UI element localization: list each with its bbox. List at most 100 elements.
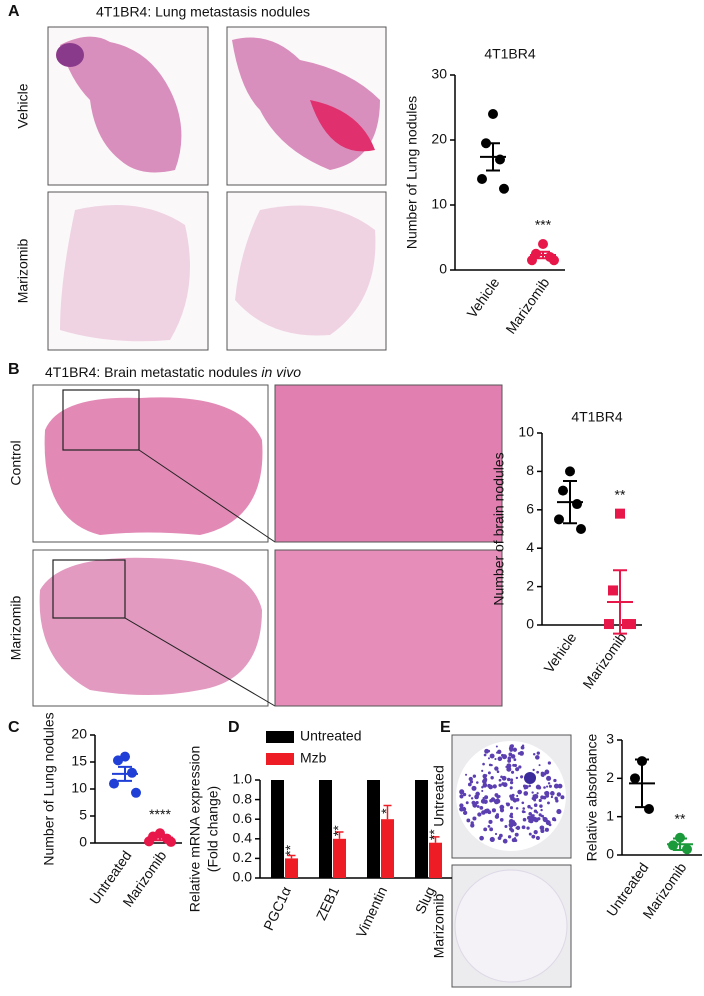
colony <box>498 783 502 787</box>
colony <box>501 775 507 781</box>
colony <box>524 772 536 784</box>
colony <box>459 794 464 799</box>
colony <box>538 764 541 767</box>
colony <box>485 774 488 777</box>
legend-label: Untreated <box>300 728 361 744</box>
x-tick-label: Vimentin <box>353 884 390 940</box>
data-point <box>538 239 548 249</box>
panel-label: B <box>8 361 20 378</box>
data-point <box>668 840 678 851</box>
colony <box>483 753 487 757</box>
y-axis-label: Number of Lung nodules <box>404 96 420 249</box>
colony <box>487 810 492 815</box>
colony <box>540 815 543 818</box>
colonies <box>459 744 565 844</box>
error-bar <box>153 833 167 842</box>
colony <box>547 782 551 785</box>
tissue <box>39 557 263 695</box>
colony <box>502 838 508 844</box>
colony <box>494 757 497 761</box>
y-tick-label: 0 <box>79 834 87 850</box>
colony <box>514 832 519 837</box>
data-point <box>644 804 654 814</box>
colony <box>512 747 518 752</box>
data-point <box>477 174 487 184</box>
error-bar <box>287 854 296 859</box>
significance: ** <box>615 486 626 502</box>
significance: * <box>378 808 394 814</box>
colony <box>508 822 514 828</box>
data-point <box>499 183 509 194</box>
x-tick-label: Vehicle <box>540 630 579 676</box>
colony <box>501 754 508 760</box>
data-point <box>144 836 154 847</box>
tissue <box>56 43 84 67</box>
y-tick-label: 2 <box>606 769 614 785</box>
colony <box>547 801 550 805</box>
colony <box>496 770 500 773</box>
significance: **** <box>149 806 171 822</box>
y-tick-label: 1.0 <box>233 771 253 787</box>
colony <box>536 811 539 814</box>
error-bar <box>431 836 440 843</box>
significance: ** <box>282 844 298 855</box>
colony <box>544 769 550 775</box>
tissue <box>310 100 375 152</box>
colony <box>509 780 514 785</box>
colony <box>520 775 524 779</box>
colony <box>481 810 486 815</box>
y-tick-label: 10 <box>518 424 534 440</box>
colony <box>512 763 516 767</box>
colony <box>468 794 471 797</box>
data-point <box>572 499 582 510</box>
chart-title: 4T1BR4 <box>571 409 623 425</box>
error-bar <box>635 758 649 809</box>
error-bar <box>536 250 550 260</box>
colony <box>556 799 559 802</box>
colony <box>540 771 545 776</box>
row-label: Untreated <box>431 765 447 826</box>
bar <box>333 838 346 878</box>
y-tick-label: 0 <box>606 846 614 862</box>
colony <box>515 807 519 810</box>
colony <box>477 812 482 817</box>
colony <box>537 817 541 821</box>
colony <box>524 784 529 790</box>
colony <box>531 834 536 839</box>
data-point <box>554 514 564 525</box>
colony <box>543 786 546 789</box>
colony <box>487 749 491 753</box>
error-bar <box>486 142 500 172</box>
colony <box>462 792 467 797</box>
x-tick-label: Marizomib <box>579 630 629 692</box>
y-axis-label: (Fold change) <box>205 786 221 872</box>
colony <box>511 793 515 797</box>
histology-images <box>47 26 387 351</box>
y-tick-label: 8 <box>526 462 534 478</box>
colony <box>502 782 508 788</box>
colony <box>488 819 493 824</box>
y-axis-label: Relative mRNA expression <box>187 746 203 913</box>
colony <box>495 813 499 817</box>
colony <box>475 801 479 805</box>
colony <box>483 827 488 832</box>
data-point <box>488 109 498 119</box>
significance: ** <box>330 825 346 836</box>
colony <box>499 818 504 822</box>
bar <box>367 780 380 878</box>
colony <box>531 791 534 794</box>
y-axis-label: Number of Lung nodules <box>41 712 57 865</box>
data-point <box>615 508 625 519</box>
data-point <box>527 255 537 266</box>
y-tick-label: 1 <box>606 807 614 823</box>
y-tick-label: 0.0 <box>233 869 253 885</box>
colony <box>560 795 565 800</box>
colony <box>470 821 474 825</box>
colony <box>507 756 512 761</box>
y-tick-label: 6 <box>526 501 534 517</box>
bar <box>319 780 332 878</box>
y-tick-label: 30 <box>431 66 447 82</box>
colony <box>497 756 503 762</box>
colony <box>509 827 513 831</box>
